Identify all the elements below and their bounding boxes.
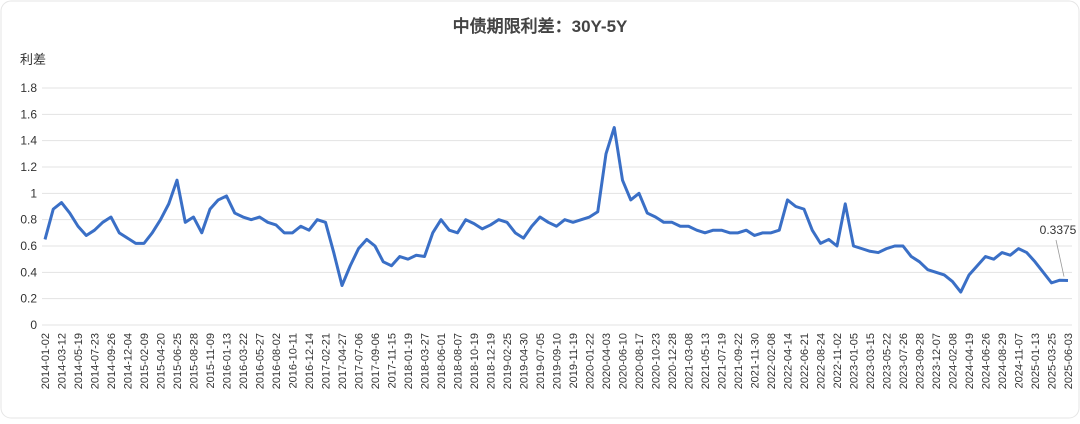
x-tick-label: 2023-12-07 [931,333,943,389]
x-tick-label: 2016-05-27 [255,333,267,389]
x-tick-label: 2020-01-22 [585,333,597,389]
x-tick-label: 2015-11-09 [205,333,217,388]
y-tick-label: 0.6 [20,239,37,253]
x-tick-label: 2025-01-13 [1030,333,1042,389]
x-tick-label: 2022-02-08 [766,333,778,389]
x-tick-label: 2018-03-27 [420,333,432,389]
x-tick-label: 2021-05-13 [700,333,712,389]
x-tick-label: 2016-10-11 [288,333,300,388]
x-tick-label: 2019-04-30 [519,333,531,389]
x-tick-label: 2018-12-19 [486,333,498,389]
x-tick-label: 2024-06-26 [981,333,993,389]
x-tick-label: 2023-05-22 [882,333,894,389]
x-tick-label: 2021-07-19 [717,333,729,389]
x-tick-label: 2022-04-14 [783,333,795,389]
x-tick-label: 2025-03-25 [1047,333,1059,389]
x-tick-label: 2014-07-23 [90,333,102,389]
x-tick-label: 2017-04-27 [337,333,349,389]
x-tick-label: 2020-04-03 [601,333,613,389]
x-tick-label: 2024-08-29 [997,333,1009,389]
x-tick-label: 2016-03-22 [238,333,250,389]
x-tick-label: 2015-08-28 [189,333,201,389]
x-tick-label: 2022-08-24 [816,333,828,389]
x-tick-label: 2023-03-15 [865,333,877,389]
x-tick-label: 2017-07-06 [354,333,366,389]
x-tick-label: 2023-09-28 [915,333,927,389]
x-tick-label: 2018-01-19 [403,333,415,389]
y-tick-label: 0.2 [20,292,37,306]
x-tick-label: 2014-05-19 [73,333,85,389]
y-tick-label: 1.2 [20,160,37,174]
x-tick-label: 2014-01-02 [40,333,52,389]
x-tick-label: 2018-06-01 [436,333,448,389]
x-tick-label: 2020-08-17 [634,333,646,389]
x-tick-label: 2020-06-10 [618,333,630,389]
x-tick-label: 2019-09-10 [552,333,564,389]
x-tick-label: 2023-01-05 [849,333,861,389]
y-tick-label: 0 [30,318,37,332]
x-tick-label: 2023-07-26 [898,333,910,389]
x-tick-label: 2017-02-21 [321,333,333,389]
x-tick-label: 2018-10-19 [469,333,481,389]
x-tick-label: 2021-11-30 [750,333,762,388]
x-tick-label: 2019-07-05 [535,333,547,389]
x-tick-label: 2015-02-09 [139,333,151,389]
x-tick-label: 2022-06-21 [799,333,811,389]
x-tick-label: 2022-11-02 [832,333,844,388]
y-tick-label: 0.8 [20,213,37,227]
y-tick-label: 0.4 [20,265,37,279]
y-tick-label: 1.6 [20,107,37,121]
x-tick-label: 2021-03-08 [684,333,696,389]
x-tick-label: 2019-02-25 [502,333,514,389]
x-tick-label: 2019-11-19 [568,333,580,388]
x-tick-label: 2015-04-20 [156,333,168,389]
y-tick-label: 1.8 [20,81,37,95]
x-tick-label: 2020-12-28 [667,333,679,389]
y-tick-label: 1.4 [20,134,37,148]
y-axis-label: 利差 [20,52,46,67]
x-tick-label: 2014-03-12 [57,333,69,389]
x-tick-label: 2016-01-13 [222,333,234,389]
data-label: 0.3375 [1040,223,1077,237]
x-tick-label: 2024-02-08 [948,333,960,389]
x-tick-label: 2014-09-26 [106,333,118,389]
y-tick-label: 1 [30,186,37,200]
x-tick-label: 2017-09-06 [370,333,382,389]
x-tick-label: 2018-08-07 [453,333,465,389]
x-tick-label: 2016-12-14 [304,333,316,389]
series-line [43,126,1069,294]
x-tick-label: 2016-08-02 [271,333,283,389]
x-tick-label: 2024-04-19 [964,333,976,389]
x-tick-label: 2025-06-03 [1063,333,1075,389]
chart-title: 中债期限利差：30Y-5Y [453,16,628,36]
x-tick-label: 2015-06-25 [172,333,184,389]
x-tick-label: 2024-11-07 [1014,333,1026,388]
x-tick-label: 2014-12-04 [123,333,135,389]
x-tick-label: 2020-10-23 [651,333,663,389]
label-leader [1055,239,1065,277]
x-tick-label: 2021-09-22 [733,333,745,389]
x-tick-label: 2017-11-15 [387,333,399,388]
